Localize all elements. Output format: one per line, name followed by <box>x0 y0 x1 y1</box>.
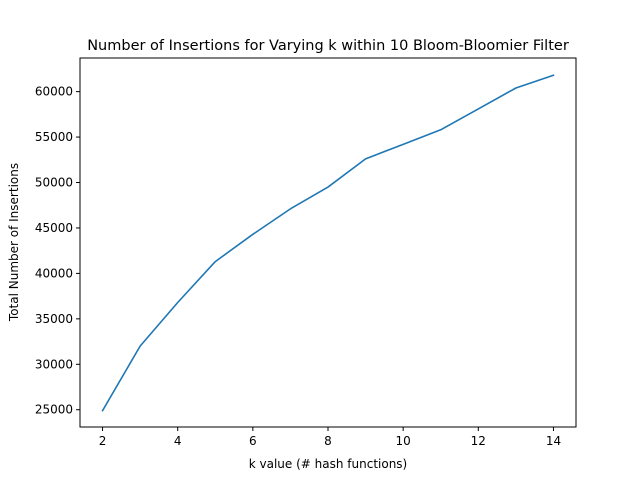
y-axis-label: Total Number of Insertions <box>7 163 21 322</box>
chart-title: Number of Insertions for Varying k withi… <box>87 38 569 54</box>
x-tick-label: 12 <box>471 434 486 448</box>
x-axis-label: k value (# hash functions) <box>249 457 408 471</box>
x-tick-label: 6 <box>249 434 257 448</box>
y-axis-ticks: 25000 30000 35000 40000 45000 50000 55000 60000 <box>35 85 80 417</box>
y-tick-label: 55000 <box>35 130 73 144</box>
y-tick-label: 60000 <box>35 85 73 99</box>
y-tick-label: 30000 <box>35 357 73 371</box>
plot-area-frame <box>79 57 577 428</box>
y-tick-label: 45000 <box>35 221 73 235</box>
x-tick-label: 14 <box>546 434 561 448</box>
x-tick-label: 8 <box>324 434 332 448</box>
x-tick-label: 2 <box>99 434 107 448</box>
y-tick-label: 35000 <box>35 312 73 326</box>
series-line-insertions <box>101 74 555 412</box>
x-tick-label: 10 <box>396 434 411 448</box>
y-tick-label: 25000 <box>35 403 73 417</box>
y-tick-label: 50000 <box>35 176 73 190</box>
x-tick-label: 4 <box>174 434 182 448</box>
y-tick-label: 40000 <box>35 266 73 280</box>
x-axis-ticks: 2 4 6 8 10 12 14 <box>99 427 561 448</box>
